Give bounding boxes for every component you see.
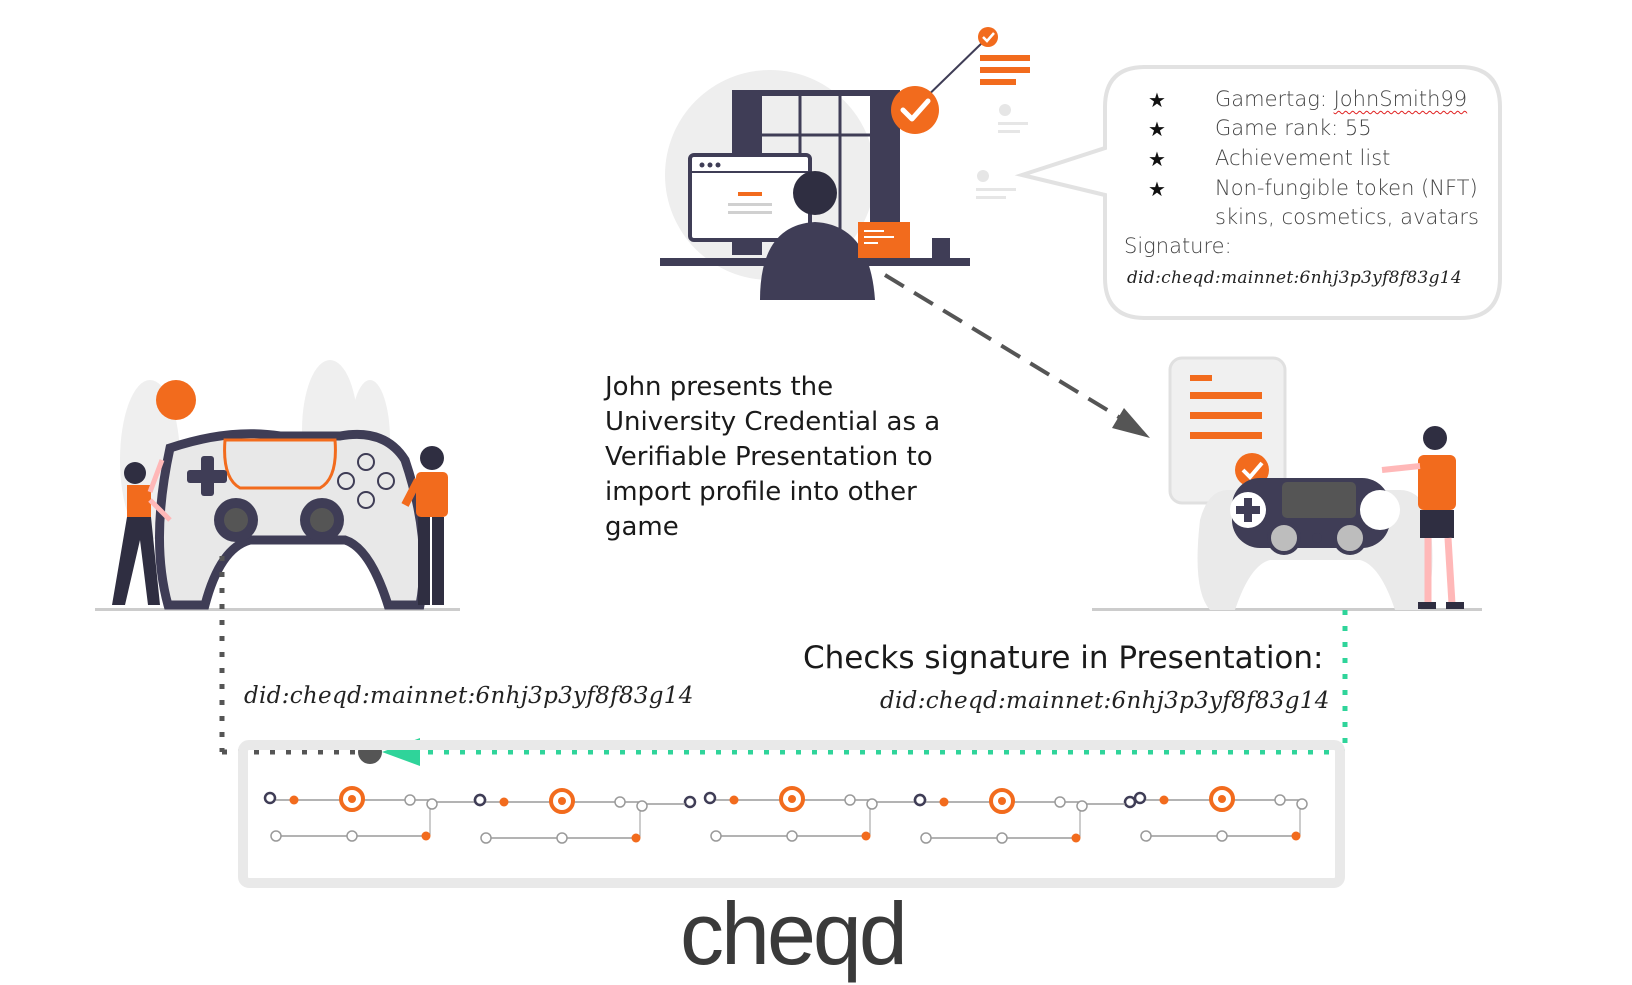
desk-scene-illustration: [660, 27, 1030, 300]
ledger-node: [1296, 798, 1308, 810]
ledger-node: [614, 796, 626, 808]
check-icon: [978, 27, 998, 47]
ledger-frame: [238, 740, 1345, 888]
ledger-node: [996, 832, 1008, 844]
ledger-node: [421, 831, 431, 841]
ledger-node: [631, 833, 641, 843]
cheqd-node-icon: [788, 795, 796, 803]
speech-bubble-outline: [1014, 65, 1502, 320]
verifier-game-illustration: [1092, 356, 1482, 611]
profile-item-gamertag: Gamertag: JohnSmith99: [1215, 87, 1468, 111]
ledger-node: [913, 793, 927, 807]
verifier-heading: Checks signature in Presentation:: [803, 640, 1324, 676]
ledger-node: [786, 830, 798, 842]
ledger-node: [346, 830, 358, 842]
cheqd-node-icon: [998, 797, 1006, 805]
monitor-icon: [688, 153, 812, 242]
holder-did: did:cheqd:mainnet:6nhj3p3yf8f83g14: [244, 683, 694, 709]
ledger-node: [683, 795, 697, 809]
ledger-node: [844, 794, 856, 806]
profile-item-nft: Non-fungible token (NFT): [1215, 176, 1478, 200]
cheqd-logo: cheqd: [680, 884, 908, 983]
ledger-node: [636, 800, 648, 812]
cheqd-node-icon: [1218, 795, 1226, 803]
ledger-node: [920, 832, 932, 844]
ledger-node: [1133, 791, 1147, 805]
ledger-node: [1291, 831, 1301, 841]
ledger-node: [1123, 795, 1137, 809]
holder-connector: [219, 556, 382, 764]
ledger-node: [710, 830, 722, 842]
ledger-node: [480, 832, 492, 844]
profile-item-nft-continued: skins, cosmetics, avatars: [1215, 205, 1479, 229]
bullet-icon: ★: [1148, 177, 1166, 201]
cheqd-node-icon: [558, 797, 566, 805]
signature-did: did:cheqd:mainnet:6nhj3p3yf8f83g14: [1127, 268, 1463, 288]
ledger-node: [473, 793, 487, 807]
holder-game-illustration: [95, 360, 460, 611]
gamepad-icon: [1197, 478, 1433, 610]
ledger-node: [404, 794, 416, 806]
verifier-did: did:cheqd:mainnet:6nhj3p3yf8f83g14: [880, 688, 1330, 714]
presentation-arrow: [883, 273, 1150, 438]
ledger-node: [1159, 795, 1169, 805]
cheqd-node-icon: [348, 795, 356, 803]
ledger-node: [1216, 830, 1228, 842]
ledger-node: [1076, 800, 1088, 812]
ledger-node: [703, 791, 717, 805]
signature-label: Signature:: [1124, 234, 1232, 258]
person-icon: [112, 459, 172, 605]
gamertag-value: JohnSmith99: [1333, 87, 1468, 111]
arrow-icon: [1112, 408, 1150, 438]
ledger-node: [289, 795, 299, 805]
check-icon: [891, 86, 939, 134]
profile-item-rank: Game rank: 55: [1215, 116, 1372, 140]
ledger-node: [861, 831, 871, 841]
bullet-icon: ★: [1148, 147, 1166, 171]
ledger-node: [939, 797, 949, 807]
ledger-node: [270, 830, 282, 842]
ledger-node: [556, 832, 568, 844]
presentation-caption: John presents the University Credential …: [605, 372, 941, 542]
ledger-node: [499, 797, 509, 807]
ledger-node: [263, 791, 277, 805]
person-icon: [401, 446, 448, 605]
person-icon: [1381, 426, 1464, 609]
ledger-node: [1140, 830, 1152, 842]
ledger-node: [426, 798, 438, 810]
gamepad-icon: [154, 429, 429, 610]
ledger-node: [1071, 833, 1081, 843]
ledger-chain: [263, 786, 1308, 844]
ledger-node: [1274, 794, 1286, 806]
ledger-node: [729, 795, 739, 805]
bullet-icon: ★: [1148, 117, 1166, 141]
bullet-icon: ★: [1148, 88, 1166, 112]
profile-item-achievements: Achievement list: [1215, 146, 1391, 170]
ledger-node: [1054, 796, 1066, 808]
ledger-node: [866, 798, 878, 810]
